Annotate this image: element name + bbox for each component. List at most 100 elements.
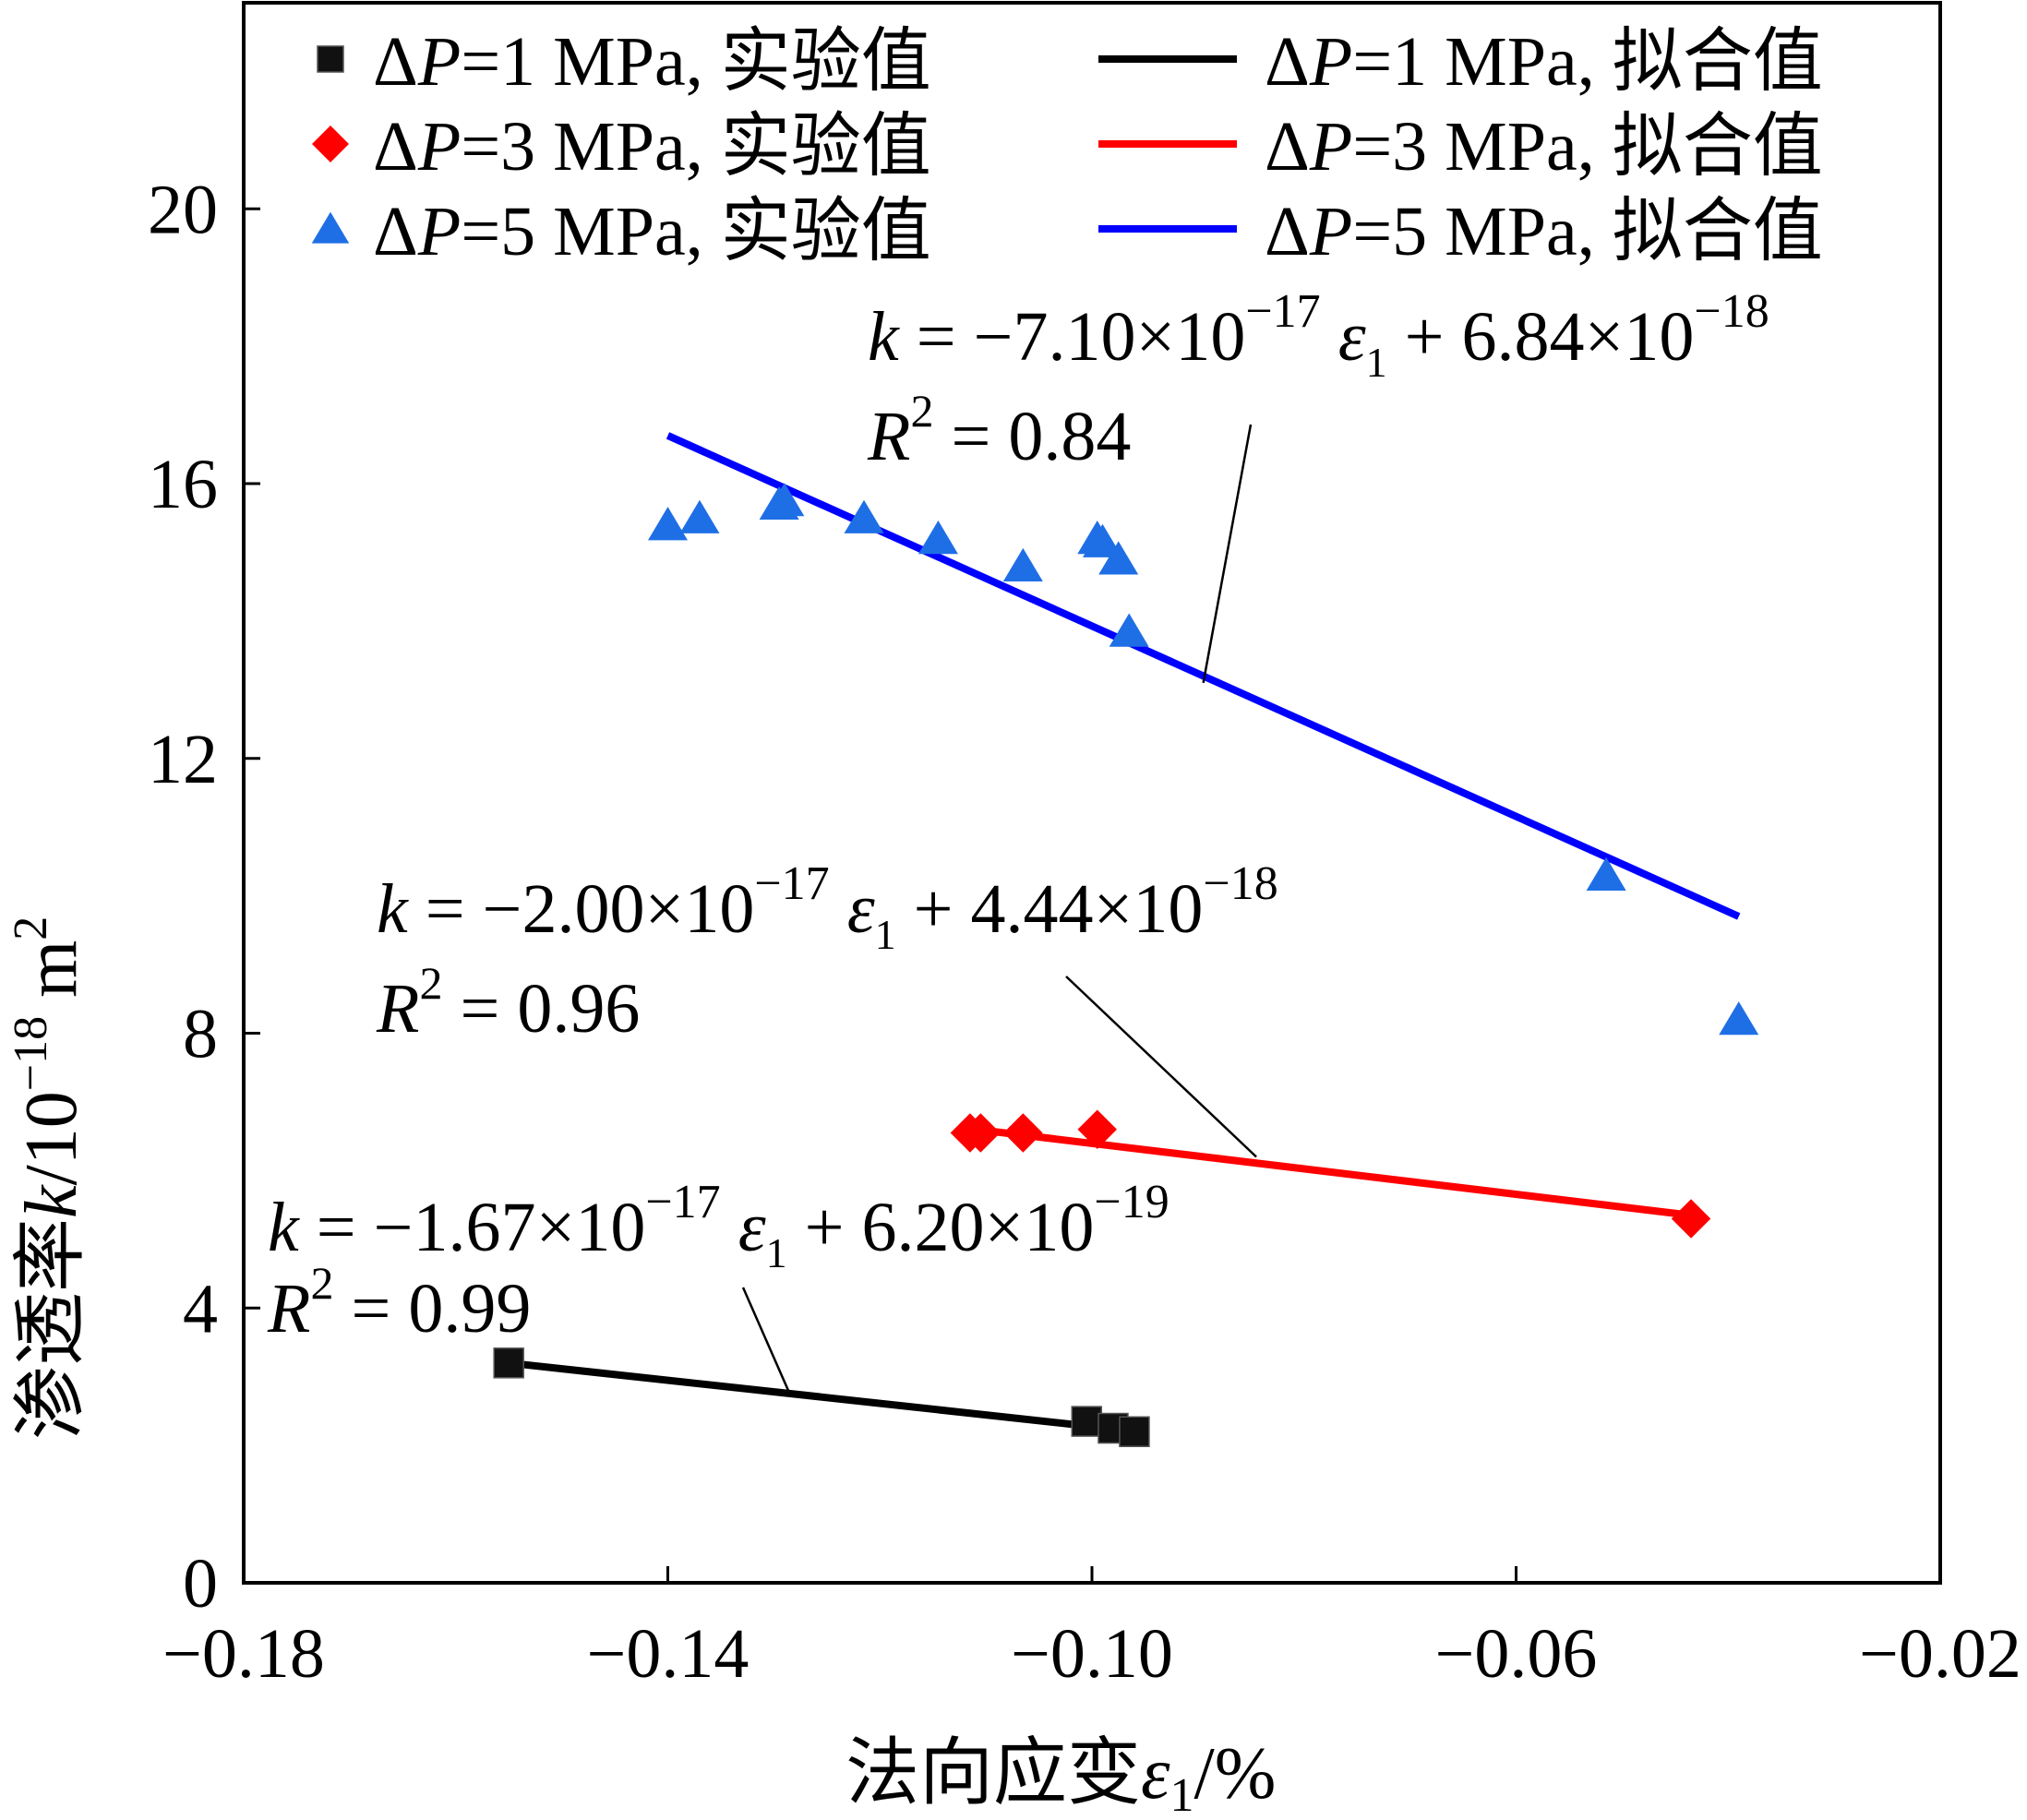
eq-intercept: 6.84 (1462, 298, 1585, 376)
equation-text: k = −7.10×10−17 ε1 + 6.84×10−18 (868, 285, 1769, 386)
y-tick-label: 20 (148, 171, 218, 248)
eq-times-ten: ×10 (1094, 870, 1204, 948)
data-point-triangle (764, 483, 805, 517)
eq-epsilon-sub: 1 (1366, 339, 1387, 386)
legend-delta: Δ (1265, 108, 1310, 186)
legend-label-rest: =3 MPa, 拟合值 (1352, 108, 1822, 186)
eq-coef-exp: −17 (1245, 285, 1320, 338)
legend-delta: Δ (373, 23, 418, 101)
r2-r: R (267, 1270, 310, 1347)
r2-value: 0.99 (408, 1270, 531, 1347)
legend-label: ΔP=1 MPa, 拟合值 (1265, 23, 1823, 101)
x-tick-label: −0.18 (162, 1615, 325, 1693)
eq-coef-exp: −17 (754, 857, 829, 910)
r-squared-text: R2 = 0.96 (376, 957, 640, 1048)
r2-r: R (376, 970, 419, 1048)
legend-p: P (417, 108, 461, 186)
eq-times-ten: ×10 (535, 1189, 645, 1266)
legend-label-rest: =5 MPa, 拟合值 (1352, 193, 1822, 270)
legend-delta: Δ (373, 108, 418, 186)
leader-line (1065, 976, 1257, 1158)
eq-times-ten: ×10 (1585, 298, 1695, 376)
data-point-diamond (1671, 1199, 1711, 1239)
legend-delta: Δ (1265, 23, 1310, 101)
y-tick-label: 4 (183, 1270, 218, 1347)
y-tick-label: 8 (183, 996, 218, 1073)
fit-line-5 (666, 432, 1741, 920)
data-point-triangle (679, 499, 720, 533)
r2-equals: = (442, 970, 517, 1048)
eq-coef: −1.67 (374, 1189, 536, 1266)
equation-text: k = −1.67×10−17 ε1 + 6.20×10−19 (268, 1176, 1169, 1276)
eq-intercept: 4.44 (971, 870, 1094, 948)
eq-epsilon: ε (847, 870, 875, 948)
r2-r: R (867, 398, 910, 475)
r2-exp: 2 (310, 1257, 333, 1309)
fit-line-3 (508, 1359, 1141, 1436)
eq-epsilon: ε (738, 1189, 766, 1266)
x-tick-label: −0.06 (1435, 1615, 1598, 1693)
data-point-square (1071, 1406, 1103, 1437)
legend-label: ΔP=3 MPa, 实验值 (373, 108, 931, 186)
data-point-diamond (1077, 1109, 1117, 1149)
eq-intercept: 6.20 (862, 1189, 985, 1266)
eq-k: k (268, 1189, 300, 1266)
legend-p: P (1309, 193, 1352, 270)
r2-equals: = (933, 398, 1008, 475)
data-point-square (493, 1347, 524, 1379)
r2-value: 0.84 (1008, 398, 1131, 475)
legend-label: ΔP=1 MPa, 实验值 (373, 23, 931, 101)
eq-space (721, 1189, 738, 1266)
eq-plus: + (787, 1189, 862, 1266)
legend-p: P (417, 23, 461, 101)
eq-coef: −2.00 (483, 870, 645, 948)
y-tick-label: 0 (183, 1545, 218, 1622)
legend-label-rest: =3 MPa, 实验值 (461, 108, 930, 186)
legend-p: P (1309, 23, 1352, 101)
data-point-square (1119, 1416, 1150, 1447)
eq-k: k (377, 870, 409, 948)
legend-p: P (1309, 108, 1352, 186)
data-point-triangle (918, 521, 958, 555)
eq-times-ten: ×10 (644, 870, 754, 948)
data-points (493, 483, 1759, 1447)
eq-plus: + (1387, 298, 1462, 376)
eq-times-ten: ×10 (1135, 298, 1245, 376)
y-axis-ticks: 0 4 8 12 16 20 (148, 171, 260, 1622)
data-point-triangle (1719, 1001, 1759, 1036)
x-tick-label: −0.10 (1011, 1615, 1173, 1693)
data-point-triangle (1109, 613, 1149, 647)
data-point-diamond (961, 1113, 1001, 1153)
eq-coef: −7.10 (974, 298, 1136, 376)
eq-intercept-exp: −18 (1694, 285, 1769, 338)
leader-line (1202, 424, 1253, 684)
legend-label: ΔP=5 MPa, 拟合值 (1265, 193, 1823, 270)
legend-marker-diamond (312, 126, 349, 162)
eq-space (1321, 298, 1338, 376)
legend-p: P (417, 193, 461, 270)
r2-exp: 2 (910, 385, 933, 437)
data-point-triangle (1002, 547, 1043, 581)
eq-times-ten: ×10 (985, 1189, 1095, 1266)
r-squared-text: R2 = 0.99 (267, 1257, 531, 1347)
data-point-triangle (1082, 523, 1122, 557)
r2-value: 0.96 (517, 970, 640, 1048)
y-tick-label: 16 (148, 446, 218, 523)
eq-coef-exp: −17 (645, 1176, 720, 1228)
eq-equals: = (899, 298, 974, 376)
eq-equals: = (299, 1189, 374, 1266)
eq-k: k (868, 298, 900, 376)
legend-label: ΔP=3 MPa, 拟合值 (1265, 108, 1823, 186)
legend-label-rest: =1 MPa, 实验值 (461, 23, 930, 101)
r2-exp: 2 (419, 957, 442, 1009)
data-point-triangle (1098, 541, 1139, 575)
legend-delta: Δ (373, 193, 418, 270)
eq-space (830, 870, 847, 948)
data-point-diamond (1003, 1113, 1043, 1153)
x-axis-ticks: −0.18 −0.14 −0.10 −0.06 −0.02 (162, 1566, 2021, 1693)
eq-epsilon-sub: 1 (766, 1229, 787, 1276)
eq-intercept-exp: −19 (1094, 1176, 1169, 1228)
